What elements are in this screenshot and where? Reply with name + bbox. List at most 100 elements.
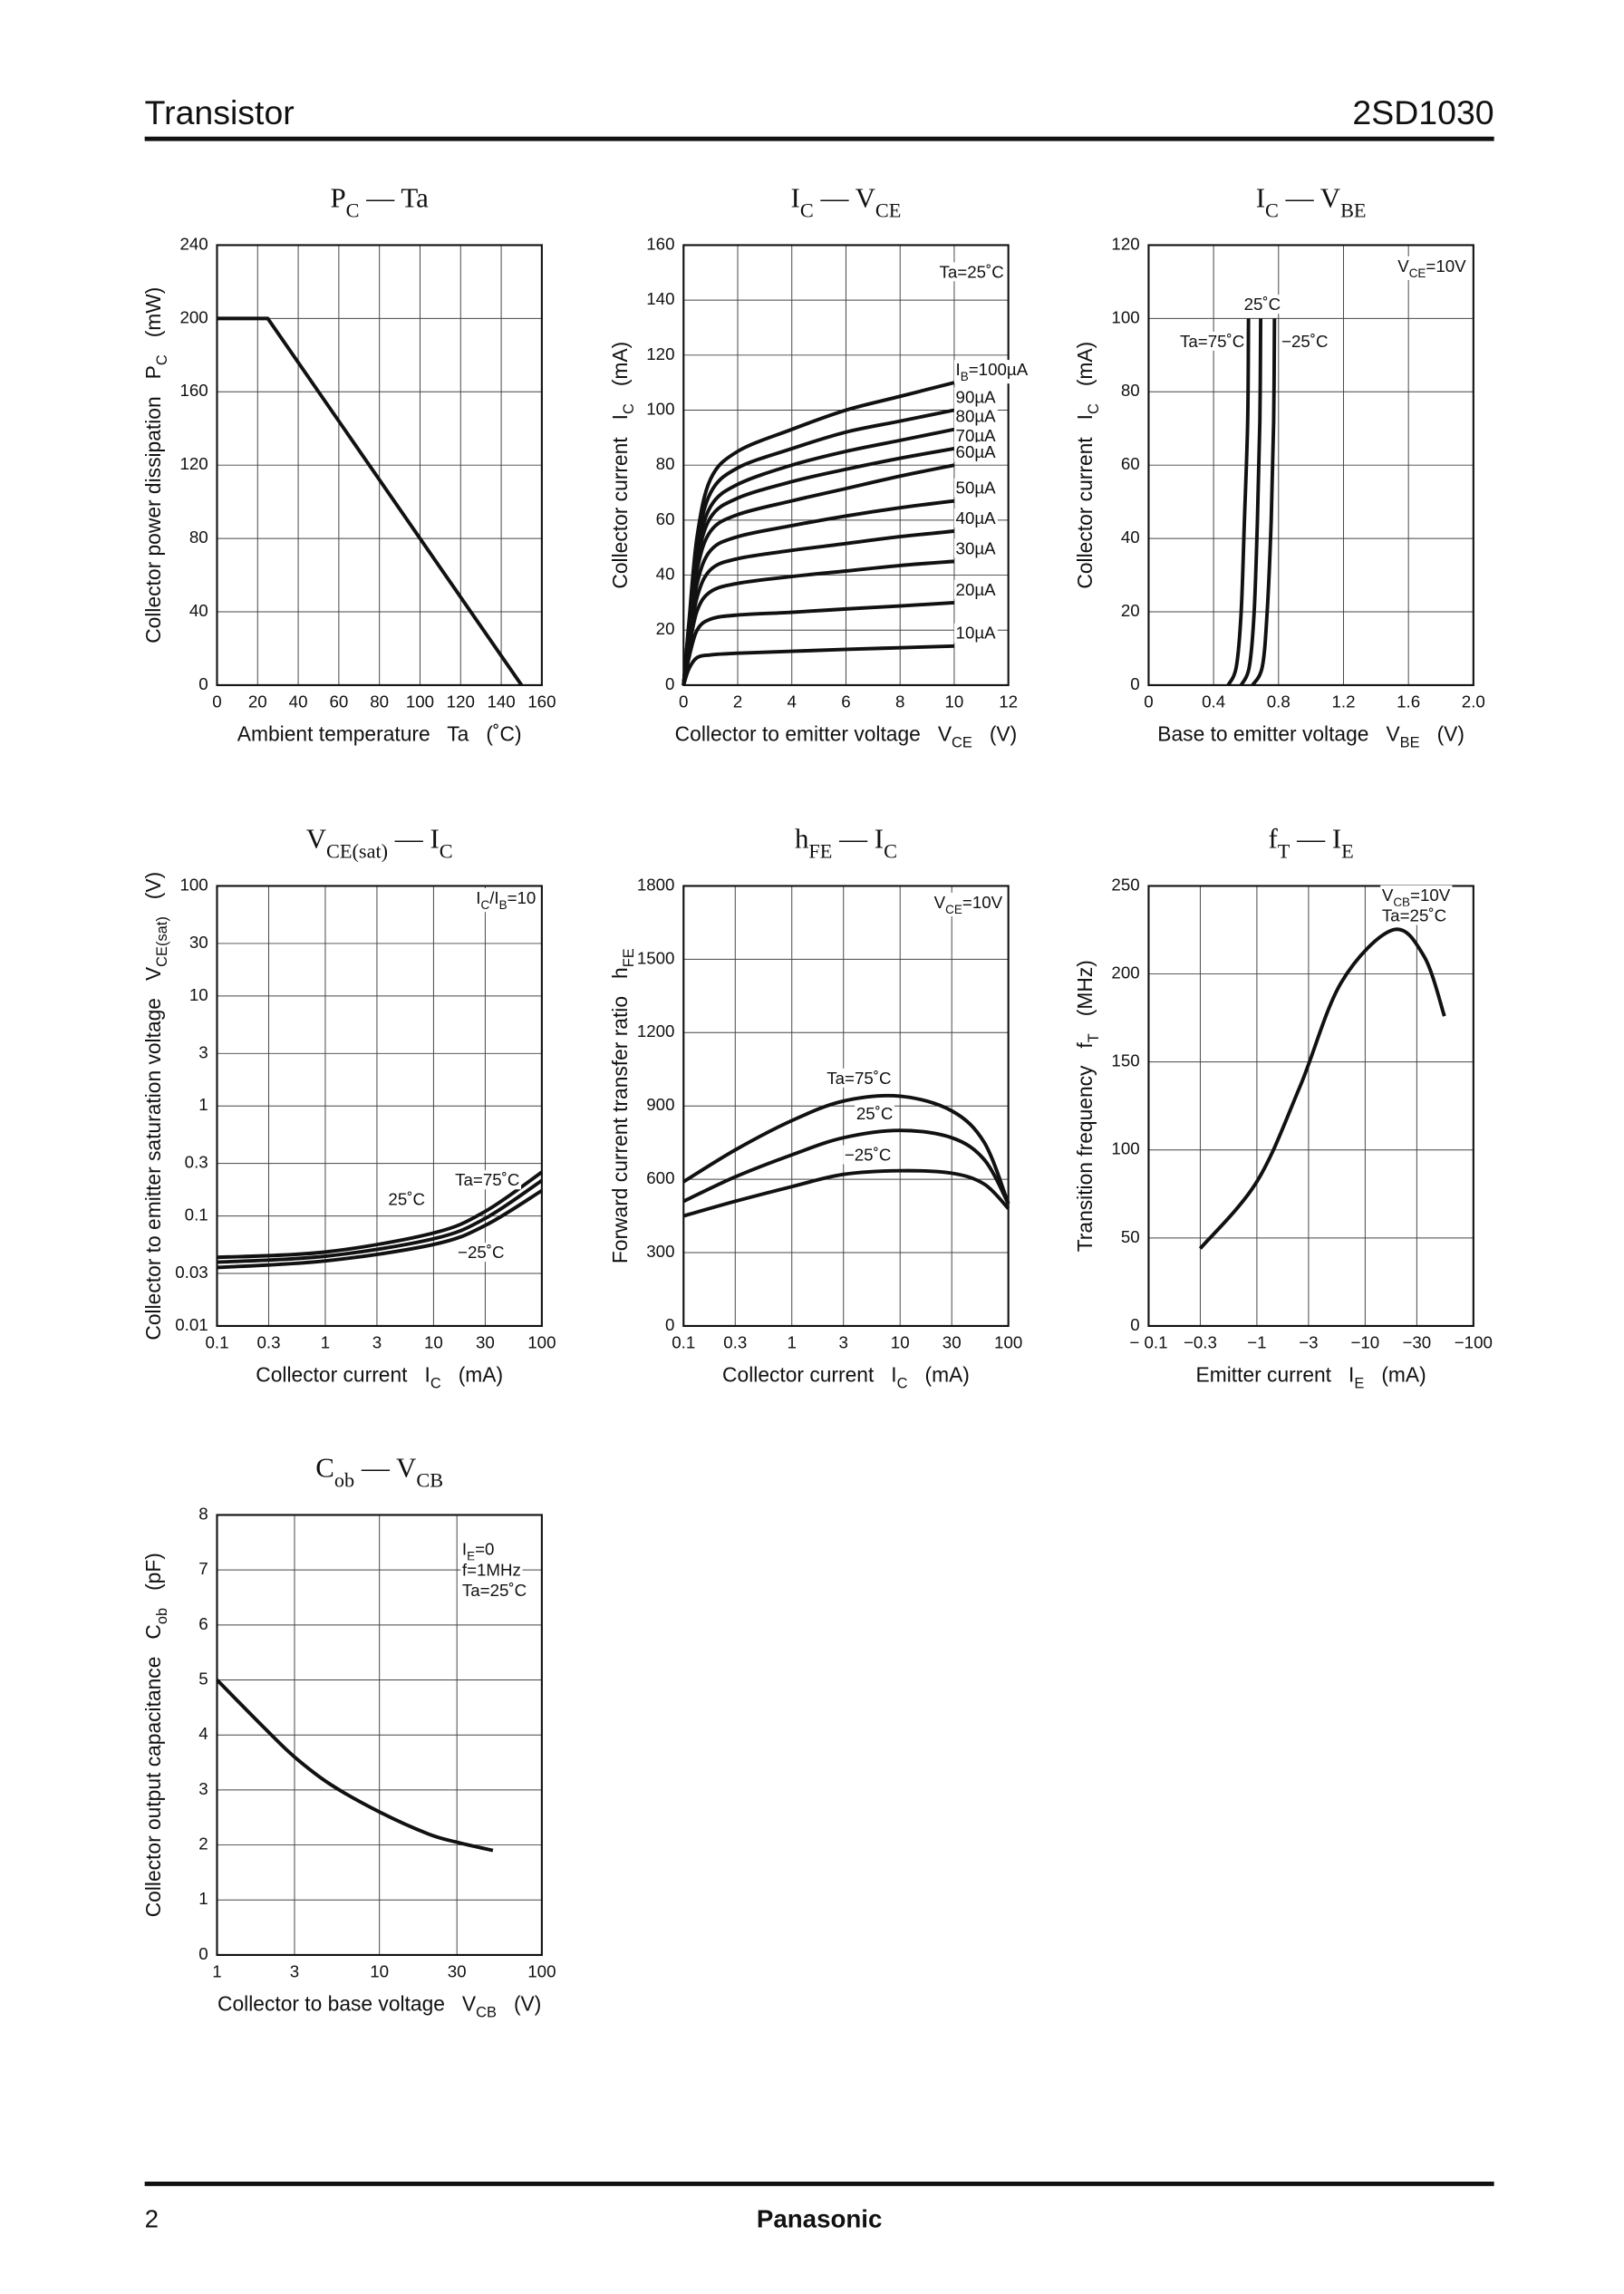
x-tick-label: 10 xyxy=(424,1332,443,1351)
y-axis-label: Collector current IC (mA) xyxy=(608,342,637,589)
x-tick-label: 0 xyxy=(1144,692,1153,711)
label-background xyxy=(953,538,998,558)
annotation: f=1MHz xyxy=(462,1560,521,1579)
x-tick-label: 1 xyxy=(788,1332,797,1351)
y-tick-label: 80 xyxy=(656,454,675,473)
x-tick-label: 60 xyxy=(329,692,348,711)
text-part: — V xyxy=(814,182,875,214)
text-part: (pF) xyxy=(141,1553,165,1608)
text-part: =0 xyxy=(475,1540,494,1559)
x-tick-label: 3 xyxy=(290,1961,299,1980)
label-background xyxy=(1242,295,1282,315)
subscript: T xyxy=(1086,1033,1102,1042)
label-background xyxy=(937,262,1006,282)
text-part: — V xyxy=(354,1452,416,1484)
series-label: 50µA xyxy=(956,479,997,498)
subscript: C xyxy=(440,839,453,862)
x-tick-label: −100 xyxy=(1455,1332,1493,1351)
x-tick-label: − 0.1 xyxy=(1129,1332,1167,1351)
subscript: CE xyxy=(1409,266,1426,280)
x-tick-label: 100 xyxy=(527,1332,556,1351)
y-tick-label: 1800 xyxy=(637,875,675,894)
annotation: VCB=10V xyxy=(1382,886,1451,909)
text-part: — I xyxy=(388,823,440,855)
text-part: V xyxy=(934,893,946,912)
subscript: CE(sat) xyxy=(154,916,170,967)
y-tick-label: 100 xyxy=(1111,1139,1139,1158)
y-tick-label: 1 xyxy=(198,1889,208,1908)
text-part: Collector current I xyxy=(1073,414,1097,589)
y-tick-label: 3 xyxy=(198,1779,208,1798)
text-part: Transition frequency f xyxy=(1073,1042,1097,1253)
curve xyxy=(682,1128,1010,1205)
y-tick-label: 200 xyxy=(1111,963,1139,982)
y-tick-label: 60 xyxy=(656,509,675,528)
subscript: BE xyxy=(1400,735,1420,751)
series-label: −25˚C xyxy=(458,1243,505,1262)
subscript: C xyxy=(1265,198,1279,221)
y-axis-label: Transition frequency fT (MHz) xyxy=(1073,960,1102,1252)
text-part: Collector to emitter voltage V xyxy=(675,721,952,745)
text-part: (MHz) xyxy=(1073,960,1097,1033)
chart-title: VCE(sat) — IC xyxy=(306,823,453,863)
y-tick-label: 0.1 xyxy=(185,1205,208,1224)
x-tick-label: 8 xyxy=(895,692,904,711)
plot-frame xyxy=(216,244,543,686)
x-tick-label: 10 xyxy=(370,1961,389,1980)
y-tick-label: 30 xyxy=(189,933,208,952)
y-tick-label: 3 xyxy=(198,1042,208,1061)
series-label: 25˚C xyxy=(388,1189,425,1208)
subscript: B xyxy=(961,370,969,383)
subscript: E xyxy=(467,1550,475,1563)
chart-title: fT — IE xyxy=(1269,823,1354,863)
plot-frame xyxy=(216,885,543,1328)
y-tick-label: 120 xyxy=(646,344,674,363)
curve xyxy=(682,1168,1010,1218)
y-tick-label: 900 xyxy=(646,1095,674,1114)
y-tick-label: 8 xyxy=(198,1504,208,1523)
text-part: Collector output capacitance C xyxy=(141,1624,165,1917)
x-tick-label: 0 xyxy=(212,692,221,711)
x-tick-label: 10 xyxy=(891,1332,910,1351)
y-tick-label: 300 xyxy=(646,1242,674,1261)
text-part: I xyxy=(791,182,800,214)
label-background xyxy=(855,1103,895,1123)
x-tick-label: 40 xyxy=(289,692,308,711)
y-axis-label: Collector to emitter saturation voltage … xyxy=(141,872,170,1341)
y-tick-label: 20 xyxy=(656,619,675,638)
text-part: =10V xyxy=(962,893,1003,912)
y-tick-label: 4 xyxy=(198,1724,208,1743)
chart-title: IC — VBE xyxy=(1256,182,1367,221)
subscript: C xyxy=(480,898,489,912)
series-label: 40µA xyxy=(956,508,997,528)
x-tick-label: 10 xyxy=(945,692,964,711)
annotation: VCE=10V xyxy=(934,893,1003,916)
y-tick-label: 120 xyxy=(179,454,208,473)
text-part: h xyxy=(795,823,809,855)
subscript: CE(sat) xyxy=(326,839,388,862)
text-part: — I xyxy=(832,823,884,855)
y-tick-label: 600 xyxy=(646,1168,674,1187)
label-background xyxy=(460,1581,528,1601)
x-tick-label: 160 xyxy=(527,692,556,711)
annotation: Ta=25˚C xyxy=(940,262,1004,281)
text-part: I xyxy=(956,360,961,379)
text-part: =100µA xyxy=(969,360,1029,379)
subscript: E xyxy=(1354,1376,1364,1392)
label-background xyxy=(460,1539,497,1563)
x-tick-label: 30 xyxy=(448,1961,467,1980)
y-tick-label: 6 xyxy=(198,1614,208,1633)
series-label: 25˚C xyxy=(856,1104,894,1123)
label-background xyxy=(953,387,998,407)
x-tick-label: 30 xyxy=(942,1332,962,1351)
label-background xyxy=(460,1560,523,1580)
y-tick-label: 0.01 xyxy=(175,1315,208,1334)
y-tick-label: 0 xyxy=(198,674,208,693)
x-tick-label: 20 xyxy=(248,692,267,711)
text-part: (V) xyxy=(1420,721,1464,745)
x-tick-label: −10 xyxy=(1350,1332,1379,1351)
text-part: Forward current transfer ratio h xyxy=(608,967,632,1263)
text-part: f xyxy=(1269,823,1279,855)
x-tick-label: 140 xyxy=(487,692,515,711)
